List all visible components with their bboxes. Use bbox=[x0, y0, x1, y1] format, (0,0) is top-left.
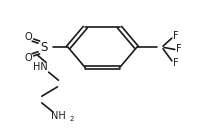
Text: 2: 2 bbox=[70, 116, 74, 122]
Text: F: F bbox=[173, 58, 178, 68]
Text: F: F bbox=[173, 31, 178, 41]
Text: O: O bbox=[24, 53, 32, 63]
Text: NH: NH bbox=[51, 111, 66, 121]
Text: O: O bbox=[24, 32, 32, 42]
Text: F: F bbox=[176, 44, 181, 54]
Text: S: S bbox=[40, 41, 47, 54]
Text: HN: HN bbox=[33, 63, 48, 72]
